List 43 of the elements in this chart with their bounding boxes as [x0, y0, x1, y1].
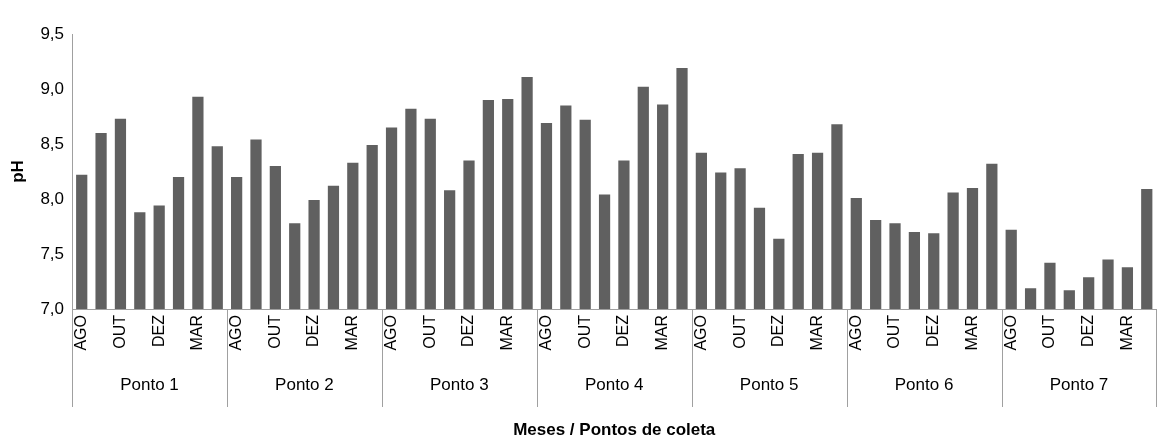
x-tick-label: OUT [265, 314, 283, 349]
x-tick-label: AGO [536, 315, 554, 351]
x-tick-label: MAR [498, 315, 516, 351]
x-tick-label: DEZ [149, 314, 167, 348]
text: Ponto 4 [584, 374, 644, 394]
x-tick-label: MAR [653, 315, 671, 351]
x-tick-label: AGO [227, 315, 245, 351]
x-tick-label: OUT [110, 314, 128, 349]
x-tick-label: DEZ [924, 314, 942, 348]
x-tick-label: OUT [730, 314, 748, 349]
y-tick-label: 9,5 [40, 23, 65, 43]
text: Ponto 2 [275, 374, 334, 394]
x-tick-label: OUT [420, 314, 438, 349]
y-tick-label: 8,5 [40, 133, 65, 153]
x-tick-label: OUT [885, 314, 903, 349]
y-axis-title: pH [7, 160, 27, 183]
y-tick-label: 7,5 [40, 243, 65, 263]
x-axis-title: Meses / Pontos de coleta [513, 420, 716, 440]
x-tick-label: AGO [846, 315, 864, 351]
text: Ponto 3 [430, 374, 489, 394]
x-tick-label: MAR [1117, 315, 1135, 351]
y-tick-label: 9,0 [40, 78, 65, 98]
x-tick-label: DEZ [1079, 314, 1097, 348]
x-tick-label: DEZ [304, 314, 322, 348]
x-tick-label: AGO [72, 315, 90, 351]
x-tick-label: OUT [575, 314, 593, 349]
x-tick-label: MAR [962, 315, 980, 351]
text: Ponto 7 [1049, 374, 1109, 394]
x-tick-label: AGO [381, 315, 399, 351]
x-tick-label: DEZ [769, 314, 787, 348]
x-tick-label: AGO [691, 315, 709, 351]
x-tick-label: MAR [188, 315, 206, 351]
x-tick-label: MAR [807, 315, 825, 351]
x-tick-label: DEZ [459, 314, 477, 348]
text: Ponto 6 [894, 374, 954, 394]
x-tick-label: DEZ [614, 314, 632, 348]
x-tick-label: AGO [1001, 315, 1019, 351]
x-tick-label: MAR [343, 315, 361, 351]
x-tick-label: OUT [1040, 314, 1058, 349]
y-tick-label: 7,0 [40, 298, 65, 318]
text: Ponto 1 [120, 374, 179, 394]
y-tick-label: 8,0 [40, 188, 65, 208]
text: Ponto 5 [739, 374, 799, 394]
